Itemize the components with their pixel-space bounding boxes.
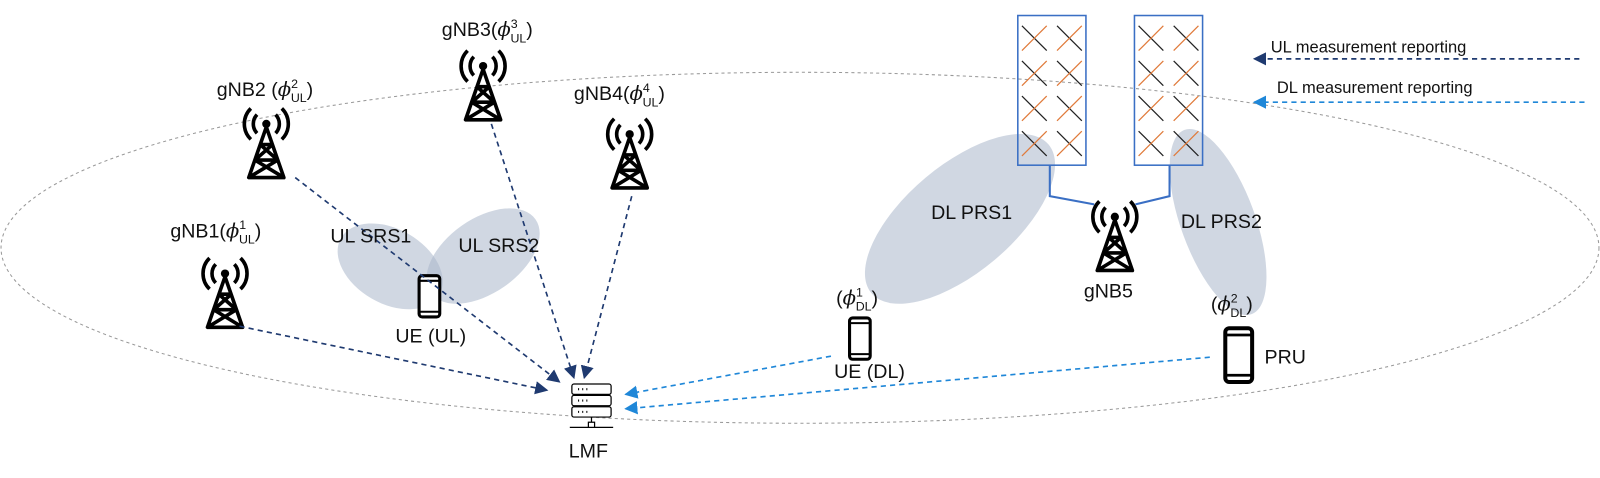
label-part: ) bbox=[526, 19, 533, 41]
node-label: gNB2 (ϕ2 UL) bbox=[217, 77, 313, 105]
arrow bbox=[490, 123, 577, 380]
label-part: ϕ bbox=[843, 287, 857, 310]
label-part: ϕ bbox=[278, 78, 292, 101]
arrow bbox=[624, 355, 832, 399]
label-part: 3 bbox=[511, 17, 518, 31]
beam bbox=[337, 223, 443, 310]
beam bbox=[864, 133, 1056, 304]
label-part: 2 bbox=[1231, 291, 1238, 305]
beam-label: UL SRS2 bbox=[458, 235, 539, 257]
node-label: (ϕ2 DL) bbox=[1211, 291, 1253, 319]
tower-icon bbox=[1091, 199, 1139, 273]
label-part: ϕ bbox=[497, 18, 511, 41]
label-part: ( bbox=[1211, 294, 1218, 316]
label-part: UL bbox=[510, 31, 526, 45]
label-part: gNB2 ( bbox=[217, 79, 279, 101]
node-label: gNB1(ϕ1 UL) bbox=[170, 218, 261, 246]
label-part: UL bbox=[291, 91, 307, 105]
beam-label: UL SRS1 bbox=[330, 226, 411, 248]
coverage-area bbox=[0, 71, 1600, 424]
node-label: (ϕ1 DL) bbox=[836, 285, 878, 313]
label-part: 4 bbox=[643, 81, 650, 95]
node-label: UE (UL) bbox=[395, 326, 466, 348]
phone-icon bbox=[1225, 328, 1252, 382]
node-label: gNB4(ϕ4 UL) bbox=[574, 81, 665, 109]
server-icon bbox=[569, 383, 614, 429]
label-part: UL bbox=[643, 95, 659, 109]
tower-icon bbox=[605, 116, 654, 190]
label-part: ϕ bbox=[226, 219, 240, 242]
label-part: UL bbox=[239, 233, 255, 247]
label-part: ) bbox=[658, 83, 665, 105]
node-label: gNB3(ϕ3 UL) bbox=[442, 17, 533, 45]
tower-icon bbox=[242, 106, 291, 180]
label-part: ) bbox=[255, 220, 262, 242]
label-part: ( bbox=[836, 288, 843, 310]
label-part: DL bbox=[1230, 306, 1246, 320]
beam-label: DL PRS2 bbox=[1181, 211, 1262, 233]
node-label: gNB5 bbox=[1084, 280, 1133, 302]
label-part: ) bbox=[872, 288, 879, 310]
tower-icon bbox=[201, 256, 249, 330]
arrow bbox=[624, 356, 1210, 415]
arrow bbox=[580, 195, 633, 380]
label-part: gNB1( bbox=[170, 220, 226, 242]
label-part: 1 bbox=[239, 218, 246, 232]
beam bbox=[1169, 128, 1267, 315]
beam bbox=[426, 208, 540, 304]
label-part: ) bbox=[1246, 294, 1253, 316]
label-part: ϕ bbox=[630, 82, 644, 105]
label-part: ) bbox=[307, 79, 314, 101]
label-part: gNB3( bbox=[442, 19, 498, 41]
label-part: 2 bbox=[291, 77, 298, 91]
antenna-panel bbox=[1017, 14, 1204, 206]
node-label: LMF bbox=[569, 440, 608, 462]
node-label: PRU bbox=[1265, 346, 1306, 368]
node-label: UE (DL) bbox=[834, 361, 905, 383]
legend-label: DL measurement reporting bbox=[1277, 79, 1473, 97]
legend-label: UL measurement reporting bbox=[1271, 39, 1467, 57]
label-part: gNB4( bbox=[574, 83, 630, 105]
phone-icon bbox=[848, 316, 872, 361]
beam-label: DL PRS1 bbox=[931, 202, 1012, 224]
label-part: ϕ bbox=[1217, 293, 1231, 316]
tower-icon bbox=[459, 48, 507, 122]
arrow bbox=[239, 325, 549, 395]
label-part: DL bbox=[856, 300, 872, 314]
label-part: 1 bbox=[856, 285, 863, 299]
